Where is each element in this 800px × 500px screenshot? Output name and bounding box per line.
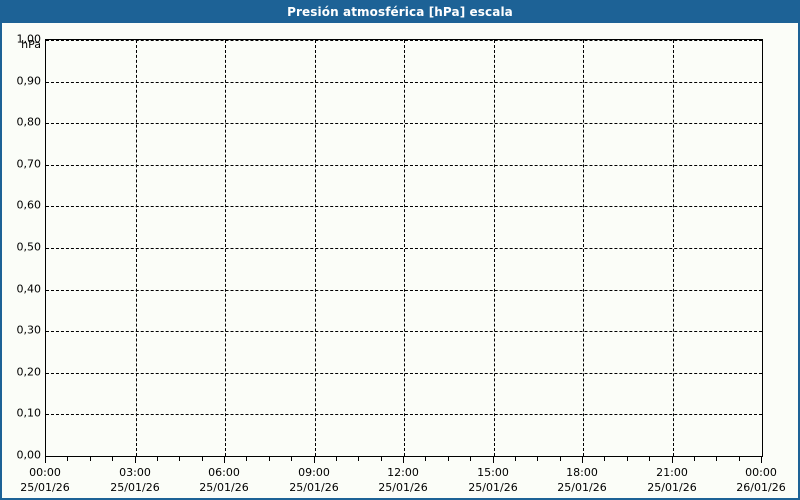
x-axis-tick-time: 03:00: [119, 466, 151, 479]
y-axis-tick-label: 0,70: [16, 157, 42, 171]
window-titlebar: Presión atmosférica [hPa] escala: [2, 2, 798, 23]
y-axis-labels: hPa 1,00 0,90 0,80 0,70 0,60 0,50 0,40 0,30 0,20…: [2, 33, 42, 462]
x-axis-minor-tick: [336, 457, 337, 461]
x-axis-labels: 00:00 25/01/26 03:00 25/01/26 06:00 25/01/26 0…: [20, 465, 785, 498]
gridline-horizontal: [46, 456, 762, 457]
y-axis-tick-label: 0,10: [16, 406, 42, 420]
gridline-vertical: [225, 40, 226, 456]
y-axis-tick-label: 0,30: [16, 323, 42, 337]
x-axis-minor-tick: [291, 457, 292, 461]
x-axis-minor-tick: [425, 457, 426, 461]
x-axis-tick-time: 09:00: [298, 466, 330, 479]
x-axis-tick-label: 18:00 25/01/26: [557, 465, 606, 495]
x-axis-minor-tick: [381, 457, 382, 461]
x-axis-minor-tick: [627, 457, 628, 461]
x-axis-major-tick: [224, 457, 225, 463]
x-axis-tick-date: 25/01/26: [199, 481, 249, 494]
x-axis-minor-tick: [179, 457, 180, 461]
x-axis-tick-date: 25/01/26: [20, 481, 70, 494]
x-axis-major-tick: [135, 457, 136, 463]
x-axis-tick-label: 12:00 25/01/26: [378, 465, 427, 495]
x-axis-major-tick: [672, 457, 673, 463]
x-axis-minor-tick: [716, 457, 717, 461]
y-axis-tick-label: 0,40: [16, 282, 42, 296]
y-axis-tick-label: 0,90: [16, 74, 42, 88]
x-axis-minor-tick: [358, 457, 359, 461]
x-axis-tick-time: 00:00: [29, 466, 61, 479]
x-axis-tick-time: 12:00: [387, 466, 419, 479]
x-axis-tick-label: 06:00 25/01/26: [199, 465, 248, 495]
x-axis-tick-date: 25/01/26: [557, 481, 607, 494]
x-axis-tick-time: 00:00: [745, 466, 777, 479]
gridline-vertical: [673, 40, 674, 456]
x-axis-major-tick: [45, 457, 46, 463]
y-axis-unit-label: hPa: [21, 38, 41, 51]
gridline-vertical: [494, 40, 495, 456]
x-axis-minor-tick: [604, 457, 605, 461]
x-axis-minor-tick: [269, 457, 270, 461]
x-axis-minor-tick: [470, 457, 471, 461]
x-axis-major-tick: [403, 457, 404, 463]
x-axis-minor-tick: [202, 457, 203, 461]
x-axis-major-tick: [582, 457, 583, 463]
x-axis-ticks: [45, 457, 763, 463]
x-axis-minor-tick: [90, 457, 91, 461]
gridline-vertical: [583, 40, 584, 456]
x-axis-tick-time: 15:00: [477, 466, 509, 479]
y-axis-tick-label: 0,80: [16, 115, 42, 129]
x-axis-tick-label: 03:00 25/01/26: [110, 465, 159, 495]
gridline-vertical: [315, 40, 316, 456]
x-axis-minor-tick: [67, 457, 68, 461]
x-axis-tick-label: 21:00 25/01/26: [647, 465, 696, 495]
x-axis-major-tick: [314, 457, 315, 463]
y-axis-tick-label: 0,00: [16, 448, 42, 462]
x-axis-tick-time: 18:00: [566, 466, 598, 479]
x-axis-major-tick: [761, 457, 762, 463]
chart-title: Presión atmosférica [hPa] escala: [287, 4, 513, 19]
x-axis-major-tick: [493, 457, 494, 463]
y-axis-tick-label: 0,60: [16, 198, 42, 212]
x-axis-minor-tick: [739, 457, 740, 461]
y-axis-tick-label: 0,50: [16, 240, 42, 254]
x-axis-minor-tick: [537, 457, 538, 461]
chart-canvas: hPa 1,00 0,90 0,80 0,70 0,60 0,50 0,40 0,30 0,20…: [2, 23, 796, 498]
x-axis-tick-date: 25/01/26: [110, 481, 160, 494]
x-axis-tick-date: 25/01/26: [289, 481, 339, 494]
x-axis-tick-date: 26/01/26: [736, 481, 786, 494]
x-axis-minor-tick: [649, 457, 650, 461]
x-axis-minor-tick: [694, 457, 695, 461]
x-axis-tick-label: 15:00 25/01/26: [468, 465, 517, 495]
x-axis-tick-date: 25/01/26: [468, 481, 518, 494]
x-axis-tick-date: 25/01/26: [647, 481, 697, 494]
gridline-vertical: [136, 40, 137, 456]
x-axis-tick-label: 09:00 25/01/26: [289, 465, 338, 495]
x-axis-minor-tick: [112, 457, 113, 461]
x-axis-minor-tick: [560, 457, 561, 461]
plot-area: [45, 39, 763, 457]
y-axis-tick-label: 0,20: [16, 365, 42, 379]
x-axis-minor-tick: [246, 457, 247, 461]
x-axis-tick-date: 25/01/26: [378, 481, 428, 494]
x-axis-minor-tick: [515, 457, 516, 461]
x-axis-minor-tick: [157, 457, 158, 461]
gridline-vertical: [404, 40, 405, 456]
x-axis-minor-tick: [448, 457, 449, 461]
x-axis-tick-label: 00:00 25/01/26: [20, 465, 69, 495]
x-axis-tick-time: 06:00: [208, 466, 240, 479]
y-axis-tick-label: 1,00: [16, 32, 42, 46]
x-axis-tick-label: 00:00 26/01/26: [736, 465, 785, 495]
x-axis-tick-time: 21:00: [656, 466, 688, 479]
